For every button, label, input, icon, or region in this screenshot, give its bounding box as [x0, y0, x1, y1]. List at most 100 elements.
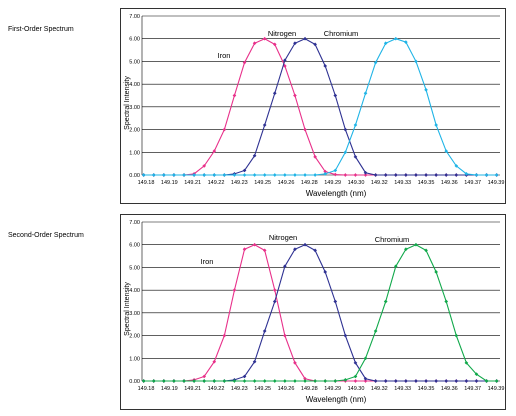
data-point-iron	[293, 360, 297, 365]
data-point-chromium	[434, 123, 438, 127]
x-tick-label: 149.30	[348, 180, 365, 186]
data-point-chromium	[363, 356, 368, 361]
data-point-nitrogen	[353, 154, 358, 159]
data-point-iron	[242, 60, 247, 65]
data-point-chromium	[262, 173, 267, 177]
second-order-chart: 0.001.002.003.004.005.006.007.00 149.18 1…	[120, 214, 506, 410]
y-tick-label: 2.00	[129, 128, 140, 134]
data-point-iron	[363, 173, 368, 177]
data-point-chromium	[252, 379, 257, 383]
data-point-nitrogen	[434, 173, 438, 177]
y-tick-label: 0.00	[129, 379, 140, 385]
data-point-chromium	[283, 173, 287, 177]
y-tick-label: 0.00	[129, 173, 140, 179]
data-point-chromium	[464, 360, 469, 365]
x-tick-label: 149.30	[348, 386, 365, 392]
data-point-chromium	[353, 374, 358, 379]
data-point-chromium	[151, 173, 156, 177]
data-point-iron	[283, 333, 287, 338]
x-tick-label: 149.35	[418, 386, 435, 392]
y-tick-label: 4.00	[129, 288, 140, 294]
data-point-nitrogen	[242, 168, 247, 173]
x-tick-label: 149.37	[464, 386, 481, 392]
data-point-nitrogen	[283, 264, 287, 269]
data-point-chromium	[202, 173, 207, 177]
x-tick-label: 149.18	[138, 180, 155, 186]
x-tick-label: 149.25	[254, 386, 271, 392]
data-point-chromium	[383, 299, 388, 304]
x-tick-label: 149.25	[254, 180, 271, 186]
y-axis-label: Spectral Intensity	[124, 282, 131, 336]
data-point-chromium	[192, 379, 196, 383]
data-point-chromium	[464, 172, 469, 176]
data-point-chromium	[454, 333, 459, 338]
x-tick-label: 149.26	[278, 386, 295, 392]
data-point-chromium	[333, 168, 338, 173]
first-order-chart: 0.001.002.003.004.005.006.007.00 149.18 1…	[120, 8, 506, 204]
data-point-iron	[202, 164, 207, 168]
x-tick-label: 149.18	[138, 386, 155, 392]
data-point-nitrogen	[454, 379, 459, 383]
data-point-nitrogen	[363, 170, 368, 175]
data-point-chromium	[192, 173, 196, 177]
panel-label-first: First-Order Spectrum	[8, 26, 74, 33]
y-tick-label: 6.00	[129, 37, 140, 43]
data-point-nitrogen	[343, 127, 348, 132]
data-point-iron	[363, 379, 368, 383]
x-tick-label: 149.26	[278, 180, 295, 186]
data-point-chromium	[272, 173, 277, 177]
data-point-nitrogen	[283, 58, 287, 63]
panel-label-second: Second-Order Spectrum	[8, 232, 84, 239]
data-point-nitrogen	[424, 173, 428, 177]
data-point-iron	[333, 172, 338, 177]
data-point-chromium	[222, 173, 227, 177]
data-point-chromium	[383, 41, 388, 46]
data-point-nitrogen	[393, 379, 398, 383]
data-point-chromium	[424, 248, 428, 253]
data-point-chromium	[333, 379, 338, 383]
data-point-chromium	[343, 150, 348, 155]
data-point-chromium	[494, 173, 499, 177]
x-tick-label: 149.29	[324, 180, 341, 186]
annotation-chromium: Chromium	[375, 235, 410, 244]
data-point-iron	[262, 36, 267, 41]
data-point-nitrogen	[252, 153, 257, 158]
data-point-nitrogen	[272, 91, 277, 96]
data-point-chromium	[172, 173, 176, 177]
data-point-nitrogen	[333, 93, 338, 98]
y-tick-label: 7.00	[129, 220, 140, 226]
y-tick-label: 3.00	[129, 105, 140, 111]
chart-frame	[120, 8, 506, 204]
data-point-iron	[343, 173, 348, 177]
x-tick-label: 149.21	[184, 180, 201, 186]
data-point-nitrogen	[414, 173, 418, 177]
gridlines	[141, 15, 500, 176]
data-point-nitrogen	[252, 359, 257, 364]
x-tick-label: 149.32	[371, 180, 388, 186]
x-axis-label: Wavelength (nm)	[306, 395, 367, 404]
data-point-chromium	[484, 379, 489, 383]
x-tick-label: 149.19	[161, 386, 178, 392]
data-point-chromium	[141, 173, 146, 177]
annotation-nitrogen: Nitrogen	[268, 29, 296, 38]
data-point-chromium	[444, 299, 449, 304]
data-point-nitrogen	[393, 173, 398, 177]
data-point-nitrogen	[444, 173, 449, 177]
x-tick-label: 149.37	[464, 180, 481, 186]
data-point-chromium	[494, 379, 499, 383]
data-point-chromium	[343, 378, 348, 382]
x-tick-label: 149.36	[441, 386, 458, 392]
data-point-nitrogen	[272, 299, 277, 304]
annotation-chromium: Chromium	[324, 29, 359, 38]
data-point-nitrogen	[404, 173, 408, 177]
data-point-chromium	[283, 379, 287, 383]
y-tick-label: 4.00	[129, 82, 140, 88]
y-tick-label: 7.00	[129, 14, 140, 20]
data-point-nitrogen	[383, 379, 388, 383]
data-point-chromium	[414, 242, 418, 247]
x-tick-label: 149.22	[208, 386, 225, 392]
data-point-nitrogen	[424, 379, 428, 383]
data-point-nitrogen	[363, 376, 368, 381]
data-point-chromium	[262, 379, 267, 383]
data-point-nitrogen	[474, 379, 479, 383]
